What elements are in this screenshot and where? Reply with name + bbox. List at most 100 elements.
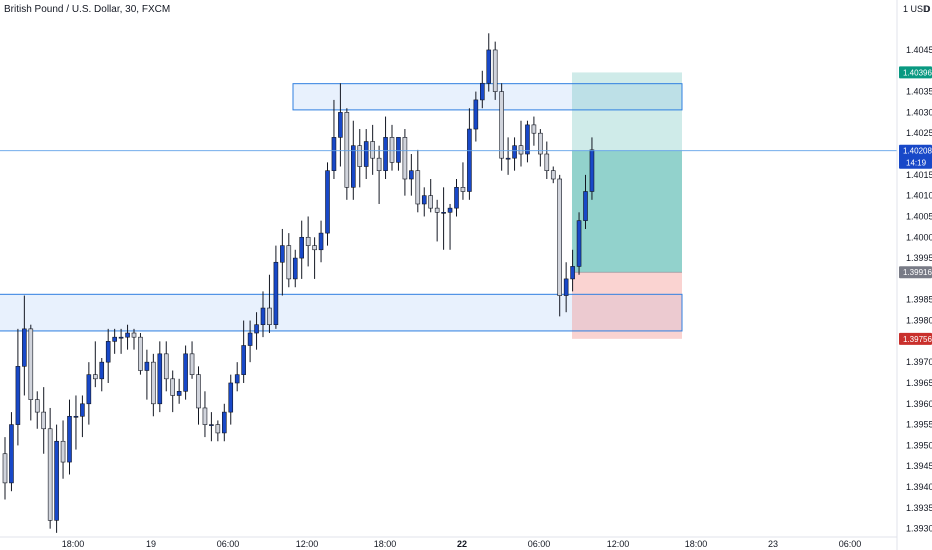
lower-zone [0, 294, 682, 331]
candle-up [479, 82, 485, 101]
candle-down [370, 141, 375, 159]
candle-up [338, 112, 343, 138]
candle-up [99, 361, 105, 380]
candle-down [267, 307, 272, 325]
price-tick-label: 1.39350 [906, 503, 932, 513]
candle-down [376, 157, 382, 171]
candle-up [473, 99, 479, 130]
candle-up [441, 212, 446, 214]
price-tick-label: 1.40050 [906, 211, 932, 221]
time-tick-label: 19 [146, 539, 156, 549]
candle-up [454, 187, 459, 209]
candle-down [170, 378, 175, 396]
price-tick-label: 1.40250 [906, 128, 932, 138]
candle-up [80, 403, 85, 417]
candle-down [2, 453, 8, 484]
candle-down [344, 112, 350, 188]
time-tick-label: 18:00 [62, 539, 85, 549]
stop-zone[interactable] [572, 272, 682, 339]
price-tick-label: 1.39850 [906, 295, 932, 305]
candle-up [144, 361, 150, 371]
price-tags: 1.40396 1.40208 14:19 1.39916 1.39756 [899, 66, 932, 345]
candle-up [318, 232, 324, 251]
target-zone[interactable] [572, 72, 682, 151]
candle-up [325, 170, 330, 234]
price-tick-label: 1.40450 [906, 45, 932, 55]
price-tick-label: 1.40150 [906, 170, 932, 180]
upper-zone [293, 83, 682, 110]
candle-up [234, 374, 240, 384]
candle-up [409, 170, 414, 180]
current-price-tag-bg [899, 144, 932, 169]
candle-down [460, 187, 466, 192]
price-tick-label: 1.39550 [906, 420, 932, 430]
candle-down [163, 353, 169, 380]
sr-zone-outlines [0, 83, 683, 332]
stop-price-tag-bg [899, 332, 932, 345]
candle-up [292, 257, 298, 280]
candle-up [280, 245, 285, 263]
entry-price-tag-bg [899, 266, 932, 279]
candle-down [499, 91, 504, 159]
candle-down [196, 374, 201, 409]
candle-up [331, 137, 337, 171]
candle-down [215, 424, 221, 434]
candle-up [570, 266, 575, 280]
currency-label[interactable]: 1 USD [903, 4, 930, 14]
currency-menu-icon[interactable]: D [924, 4, 931, 14]
candle-down [28, 328, 34, 400]
candle-down [151, 361, 156, 405]
target-price-tag: 1.40396 [903, 68, 932, 77]
candle-up [273, 261, 279, 325]
candle-up [15, 366, 21, 425]
candle-down [402, 137, 408, 180]
time-tick-label: 06:00 [217, 539, 240, 549]
time-tick-label: 18:00 [374, 539, 397, 549]
candle-up [67, 415, 72, 463]
candle-up [54, 440, 59, 521]
candle-down [518, 145, 524, 155]
candle-down [286, 245, 292, 280]
current-price-tag: 1.40208 [903, 147, 932, 156]
time-tick-label: 18:00 [685, 539, 708, 549]
candle-up [112, 336, 117, 342]
price-tick-label: 1.39700 [906, 357, 932, 367]
candle-up [73, 415, 79, 418]
time-tick-label: 12:00 [607, 539, 630, 549]
candle-up [228, 382, 234, 413]
candle-up [176, 391, 182, 396]
candle-down [305, 236, 311, 246]
candle-up [241, 345, 246, 375]
price-tick-label: 1.39800 [906, 316, 932, 326]
candle-down [557, 178, 563, 296]
candle-down [34, 399, 40, 413]
long-position-tool[interactable] [572, 72, 682, 339]
time-tick-label: 06:00 [528, 539, 551, 549]
candle-down [550, 170, 556, 180]
candle-up [421, 195, 427, 205]
time-tick-label: 12:00 [296, 539, 319, 549]
sr-zones [0, 83, 682, 331]
stop-price-tag: 1.39756 [903, 335, 932, 344]
candle-up [157, 353, 163, 405]
candle-up [563, 278, 569, 296]
price-tick-label: 1.39500 [906, 440, 932, 450]
entry-price-tag: 1.39916 [903, 268, 932, 277]
candle-up [222, 411, 227, 434]
symbol-title[interactable]: British Pound / U.S. Dollar, 30, FXCM [4, 4, 170, 15]
countdown-tag: 14:19 [906, 159, 927, 168]
price-axis[interactable]: 1.40450 1.40350 1.40300 1.40250 1.40150 1.401… [906, 45, 932, 534]
candle-up [125, 332, 130, 338]
profit-zone[interactable] [572, 150, 682, 273]
candle-down [131, 332, 137, 338]
candle-up [254, 324, 259, 334]
time-axis[interactable]: 18:00 19 06:00 12:00 18:00 22 06:00 12:00 18:00 2… [62, 539, 862, 549]
price-tick-label: 1.40000 [906, 232, 932, 242]
time-tick-label: 06:00 [839, 539, 862, 549]
candle-up [363, 141, 369, 167]
candle-up [512, 145, 517, 159]
candle-up [467, 128, 472, 192]
candle-up [589, 149, 595, 192]
candle-up [576, 220, 582, 267]
